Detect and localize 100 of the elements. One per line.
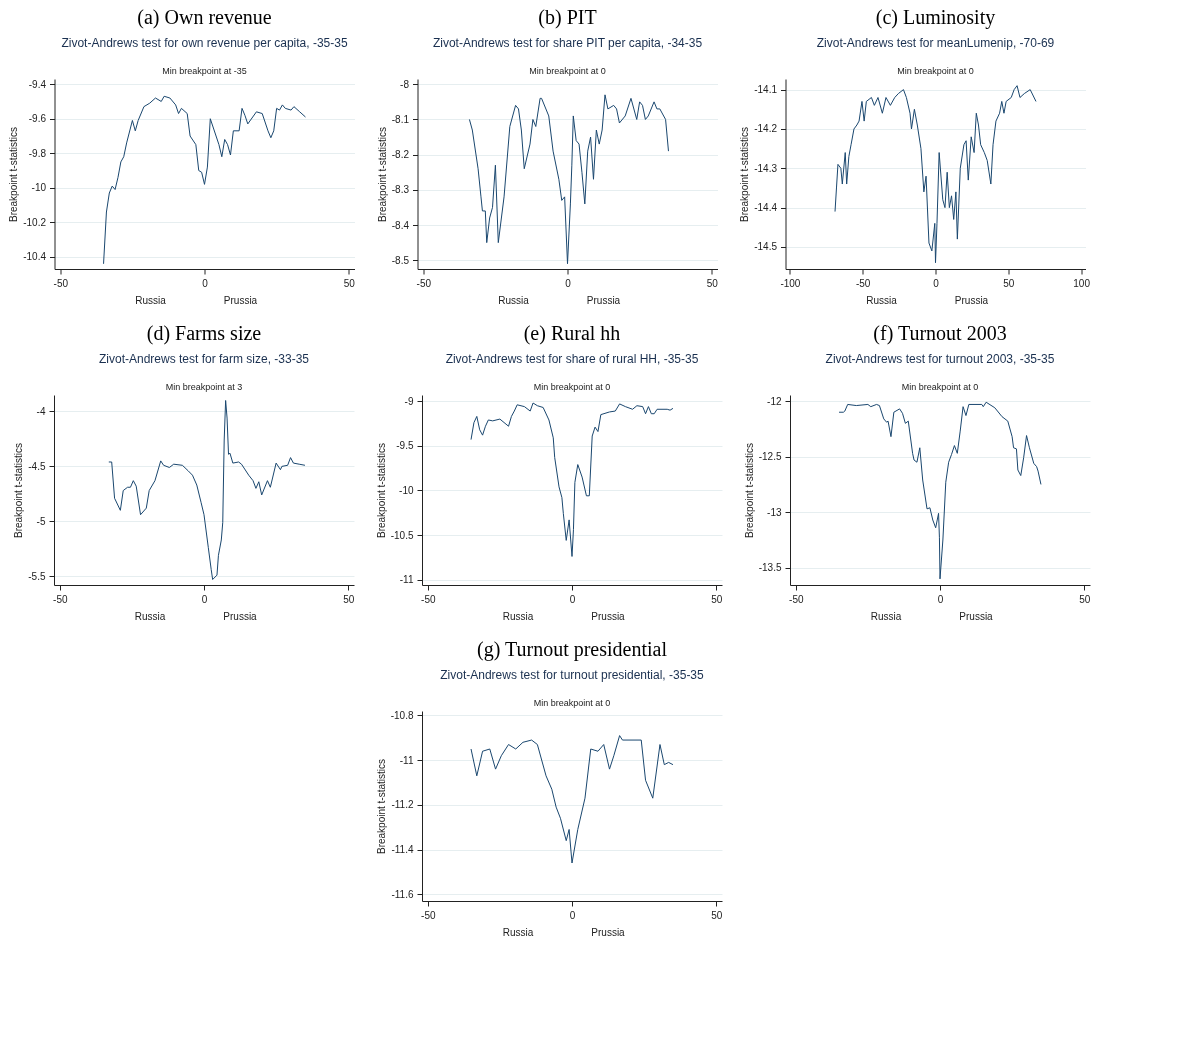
y-tick-label: -11.6 — [391, 888, 414, 900]
line-series — [834, 85, 1037, 264]
text: Min breakpoint at 3 — [165, 382, 243, 392]
y-tick-label: -11.2 — [391, 799, 414, 811]
x-tick-label: 0 — [569, 593, 576, 605]
x-tick-label: -50 — [53, 593, 68, 605]
x-tick-label: -50 — [855, 277, 871, 289]
text: Prussia — [591, 611, 626, 622]
x-tick-label: 50 — [1079, 593, 1091, 605]
line-series — [468, 94, 669, 265]
x-tick-label: -50 — [421, 909, 436, 921]
chart-title: (g) Turnout presidential — [477, 638, 668, 661]
y-tick-label: -10 — [31, 182, 47, 194]
chart-title: (b) PIT — [538, 6, 597, 29]
text: Prussia — [223, 611, 258, 622]
text: Prussia — [586, 295, 621, 306]
line-series — [470, 402, 674, 557]
y-axis-title: Breakpoint t-statistics — [8, 126, 20, 223]
text: Russia — [502, 611, 534, 622]
text: Russia — [502, 927, 534, 938]
y-axis-title: Breakpoint t-statistics — [13, 442, 25, 539]
text: Prussia — [223, 295, 258, 306]
x-tick-label: 50 — [343, 593, 355, 605]
y-tick-label: -8.5 — [391, 254, 410, 266]
chart-subtitle: Zivot-Andrews test for share PIT per capita, -34-35 — [432, 36, 703, 50]
y-tick-label: -9.6 — [28, 113, 47, 125]
x-tick-label: 0 — [201, 593, 208, 605]
x-tick-label: -50 — [416, 277, 432, 289]
chart-subtitle: Zivot-Andrews test for meanLumenip, -70-69 — [816, 36, 1055, 50]
y-tick-label: -5.5 — [28, 570, 46, 582]
y-tick-label: -14.3 — [754, 162, 778, 174]
x-tick-label: 50 — [343, 277, 356, 289]
y-tick-label: -9.5 — [396, 440, 414, 452]
chart-title: (a) Own revenue — [137, 6, 272, 29]
line-series — [108, 399, 306, 581]
x-tick-label: 50 — [711, 593, 723, 605]
chart-subtitle: Zivot-Andrews test for share of rural HH, -35-35 — [445, 352, 699, 366]
text: Prussia — [959, 611, 994, 622]
text: Russia — [870, 611, 902, 622]
chart-title: (c) Luminosity — [875, 6, 996, 29]
text: Min breakpoint at 0 — [533, 382, 611, 392]
chart-subtitle: Zivot-Andrews test for turnout 2003, -35-35 — [825, 352, 1055, 366]
y-tick-label: -8.3 — [391, 184, 410, 196]
x-tick-label: -50 — [789, 593, 804, 605]
y-tick-label: -13.5 — [758, 562, 782, 574]
x-tick-label: -100 — [780, 277, 801, 289]
text: Min breakpoint at 0 — [901, 382, 979, 392]
y-axis-title: Breakpoint t-statistics — [375, 442, 387, 539]
text: Prussia — [954, 295, 989, 306]
x-tick-label: 50 — [706, 277, 719, 289]
y-tick-label: -4.5 — [28, 460, 46, 472]
x-tick-label: 50 — [711, 909, 723, 921]
x-tick-label: 100 — [1073, 277, 1091, 289]
y-tick-label: -11 — [399, 754, 414, 766]
y-tick-label: -11 — [399, 574, 414, 586]
text: Min breakpoint at 0 — [897, 66, 974, 76]
x-tick-label: 0 — [202, 277, 209, 289]
y-tick-label: -8.4 — [391, 219, 410, 231]
y-axis-title: Breakpoint t-statistics — [743, 442, 755, 539]
x-tick-label: 0 — [569, 909, 576, 921]
y-tick-label: -10 — [399, 484, 414, 496]
y-tick-label: -14.4 — [754, 202, 778, 214]
text: Min breakpoint at 0 — [529, 66, 606, 76]
y-tick-label: -14.1 — [754, 84, 778, 96]
y-tick-label: -14.2 — [754, 123, 778, 135]
y-tick-label: -5 — [36, 515, 46, 527]
x-tick-label: 0 — [937, 593, 944, 605]
x-tick-label: 0 — [933, 277, 940, 289]
line-series — [838, 401, 1042, 580]
y-tick-label: -9.4 — [28, 78, 47, 90]
y-tick-label: -9.8 — [28, 147, 47, 159]
line-series — [103, 95, 306, 265]
y-tick-label: -4 — [36, 405, 46, 417]
y-tick-label: -8.2 — [391, 149, 410, 161]
text: Russia — [866, 295, 898, 306]
y-tick-label: -11.4 — [391, 844, 414, 856]
chart-title: (d) Farms size — [146, 322, 262, 345]
x-tick-label: -50 — [53, 277, 69, 289]
y-tick-label: -14.5 — [754, 241, 778, 253]
x-tick-label: 0 — [565, 277, 572, 289]
y-tick-label: -10.4 — [23, 251, 47, 263]
y-tick-label: -9 — [404, 395, 414, 407]
y-tick-label: -12.5 — [758, 451, 782, 463]
chart-subtitle: Zivot-Andrews test for own revenue per capita, -35-35 — [61, 36, 348, 50]
y-tick-label: -12 — [767, 395, 782, 407]
y-tick-label: -10.2 — [23, 216, 47, 228]
y-tick-label: -10.5 — [390, 529, 414, 541]
line-series — [470, 735, 674, 864]
chart-title: (e) Rural hh — [523, 322, 621, 345]
x-tick-label: 50 — [1003, 277, 1015, 289]
y-tick-label: -8.1 — [391, 113, 410, 125]
text: Russia — [135, 295, 167, 306]
x-tick-label: -50 — [421, 593, 436, 605]
y-axis-title: Breakpoint t-statistics — [375, 758, 387, 855]
text: Min breakpoint at 0 — [533, 698, 611, 708]
text: Min breakpoint at -35 — [162, 66, 247, 76]
y-axis-title: Breakpoint t-statistics — [376, 126, 388, 223]
text: Prussia — [591, 927, 626, 938]
chart-title: (f) Turnout 2003 — [873, 322, 1007, 345]
y-tick-label: -10.8 — [390, 709, 414, 721]
